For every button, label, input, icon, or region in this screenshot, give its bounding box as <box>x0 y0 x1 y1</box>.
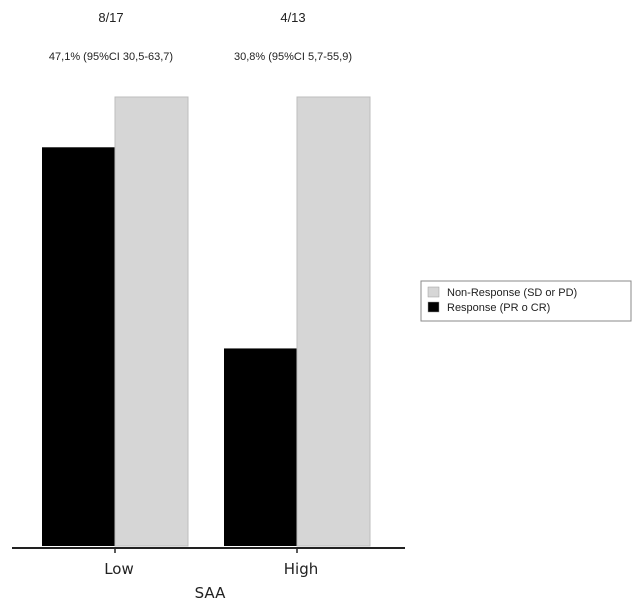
bar-high-non-response-sd-or-pd <box>296 96 371 547</box>
rate-label-low: 47,1% (95%CI 30,5-63,7) <box>49 51 173 63</box>
legend-swatch-1 <box>427 301 440 313</box>
fraction-label-low: 8/17 <box>98 10 123 25</box>
bars-layer <box>42 96 371 547</box>
fraction-label-high: 4/13 <box>280 10 305 25</box>
legend-box <box>420 280 632 322</box>
legend-swatch-0 <box>427 286 440 298</box>
legend-label-1: Response (PR o CR) <box>447 302 550 314</box>
annotations-layer: 8/17 47,1% (95%CI 30,5-63,7) 4/13 30,8% (95… <box>49 10 352 63</box>
bar-low-response-pr-o-cr <box>42 147 115 546</box>
x-axis-title: SAA <box>195 584 226 602</box>
rate-label-high: 30,8% (95%CI 5,7-55,9) <box>234 51 352 63</box>
x-ticks-layer: Low High <box>104 548 318 578</box>
bar-high-response-pr-o-cr <box>224 348 297 546</box>
x-tick-label-low: Low <box>104 560 134 578</box>
bar-low-non-response-sd-or-pd <box>114 96 189 547</box>
legend: Non-Response (SD or PD) Response (PR o CR… <box>420 280 632 322</box>
legend-label-0: Non-Response (SD or PD) <box>447 287 577 299</box>
x-tick-label-high: High <box>284 560 318 578</box>
